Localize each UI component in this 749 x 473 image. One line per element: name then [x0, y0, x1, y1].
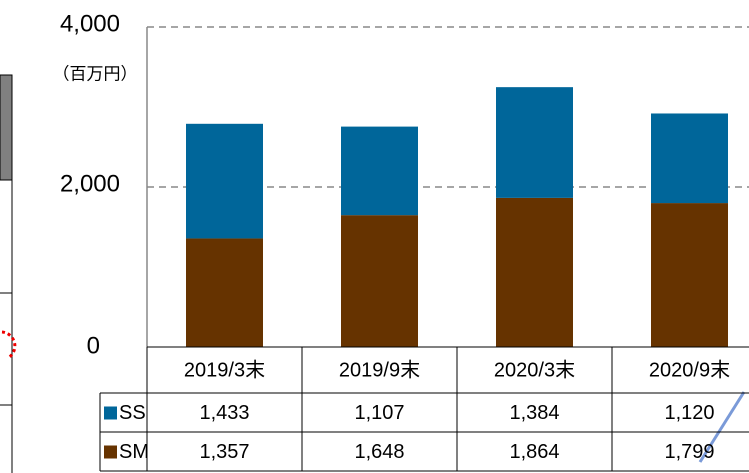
bar-segment — [186, 238, 263, 347]
bar-segment — [651, 203, 728, 347]
unit-label: （百万円） — [53, 64, 138, 83]
bar-segment — [341, 126, 418, 216]
legend-swatch — [104, 406, 117, 420]
table-value: 1,864 — [509, 441, 559, 463]
y-tick-label: 4,000 — [60, 10, 120, 37]
bar-segment — [496, 87, 573, 198]
x-tick-label: 2020/3末 — [494, 358, 575, 381]
bar-segment — [186, 123, 263, 239]
table-value: 1,357 — [199, 441, 249, 463]
legend-label: SS — [119, 402, 146, 424]
side-box — [0, 74, 13, 181]
table-value: 1,107 — [354, 402, 404, 424]
table-value: 1,433 — [199, 402, 249, 424]
bar-segment — [651, 113, 728, 204]
highlight-ring — [1, 330, 17, 360]
table-value: 1,384 — [509, 402, 559, 424]
arrow — [698, 391, 746, 463]
table-value: 1,799 — [664, 441, 714, 463]
y-tick-label: 0 — [87, 332, 100, 359]
table-value: 1,120 — [664, 402, 714, 424]
legend-swatch — [104, 445, 117, 459]
x-tick-label: 2019/9末 — [339, 358, 420, 381]
bar-segment — [341, 215, 418, 347]
table-value: 1,648 — [354, 441, 404, 463]
bar-segment — [496, 197, 573, 347]
legend-label: SM — [119, 441, 149, 463]
x-tick-label: 2019/3末 — [184, 358, 265, 381]
x-tick-label: 2020/9末 — [649, 358, 730, 381]
y-tick-label: 2,000 — [60, 170, 120, 197]
